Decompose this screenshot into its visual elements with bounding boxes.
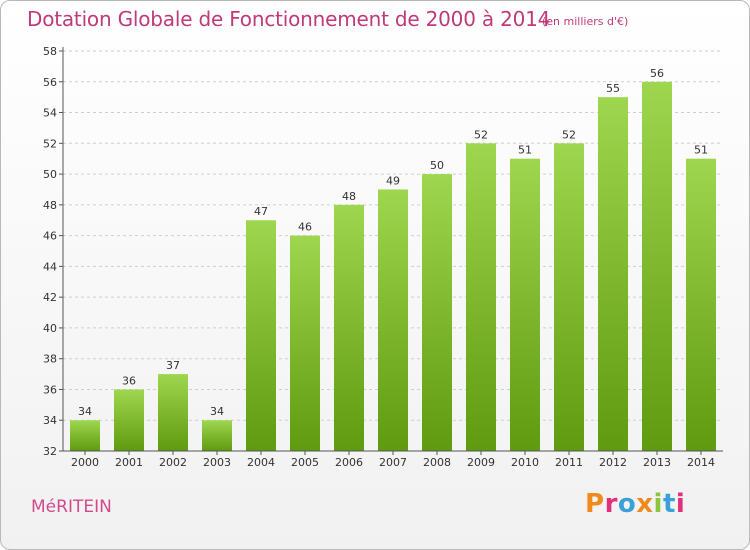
bars (70, 81, 716, 452)
bar (422, 174, 452, 452)
x-tick-label: 2013 (643, 456, 671, 469)
y-tick-label: 32 (43, 445, 57, 458)
bar (114, 389, 144, 451)
x-tick-label: 2000 (71, 456, 99, 469)
bar (554, 143, 584, 452)
data-label: 49 (386, 174, 400, 187)
y-tick-label: 46 (43, 230, 57, 243)
y-tick-label: 40 (43, 322, 57, 335)
y-tick-label: 44 (43, 260, 57, 273)
x-tick-label: 2005 (291, 456, 319, 469)
commune-name: MéRITEIN (31, 497, 112, 517)
bar (378, 189, 408, 451)
bar (70, 420, 100, 451)
logo-letter: r (604, 489, 618, 519)
axes (62, 47, 723, 455)
logo-letter: o (617, 489, 637, 519)
bar (598, 97, 628, 452)
x-tick-label: 2009 (467, 456, 495, 469)
y-axis-tick-labels: 32 34 36 38 40 42 44 46 48 50 52 54 56 58 (43, 45, 57, 458)
unit-note: (en milliers d'€) (542, 15, 629, 28)
data-label: 55 (606, 82, 620, 95)
x-tick-label: 2012 (599, 456, 627, 469)
x-tick-label: 2006 (335, 456, 363, 469)
y-tick-label: 58 (43, 45, 57, 58)
data-label: 52 (474, 128, 488, 141)
bar (334, 204, 364, 451)
x-axis-tick-labels: 2000 2001 2002 2003 2004 2005 2006 2007 2008 2009… (71, 456, 715, 469)
y-tick-label: 36 (43, 383, 57, 396)
bar (510, 158, 540, 451)
data-label: 51 (518, 144, 532, 157)
x-tick-label: 2001 (115, 456, 143, 469)
proxiti-logo[interactable]: Proxiti (585, 489, 685, 519)
x-tick-label: 2004 (247, 456, 275, 469)
data-label: 34 (210, 405, 224, 418)
x-tick-label: 2014 (687, 456, 715, 469)
bar (290, 235, 320, 451)
x-tick-label: 2002 (159, 456, 187, 469)
y-tick-label: 56 (43, 76, 57, 89)
data-label: 37 (166, 359, 180, 372)
logo-letter: i (653, 489, 663, 519)
logo-letter: P (585, 489, 605, 519)
data-label: 48 (342, 190, 356, 203)
y-tick-label: 38 (43, 353, 57, 366)
y-tick-label: 48 (43, 199, 57, 212)
y-tick-label: 42 (43, 291, 57, 304)
data-label: 56 (650, 67, 664, 80)
x-tick-label: 2011 (555, 456, 583, 469)
x-tick-label: 2010 (511, 456, 539, 469)
bar (642, 81, 672, 452)
data-label: 34 (78, 405, 92, 418)
logo-letter: t (662, 489, 676, 519)
data-label: 52 (562, 128, 576, 141)
bar (158, 374, 188, 451)
chart-title: Dotation Globale de Fonctionnement de 20… (27, 7, 551, 31)
logo-letter: x (636, 489, 654, 519)
bar (246, 220, 276, 451)
bar (202, 420, 232, 451)
logo-letter: i (675, 489, 686, 519)
data-label: 51 (694, 144, 708, 157)
x-tick-label: 2008 (423, 456, 451, 469)
y-tick-label: 52 (43, 137, 57, 150)
x-tick-label: 2003 (203, 456, 231, 469)
data-label: 50 (430, 159, 444, 172)
data-label: 47 (254, 205, 268, 218)
data-labels: 34 36 37 34 47 46 48 49 50 52 51 52 55 56 51 (78, 67, 708, 418)
y-tick-label: 50 (43, 168, 57, 181)
x-tick-label: 2007 (379, 456, 407, 469)
y-tick-label: 34 (43, 414, 57, 427)
bar (466, 143, 496, 452)
data-label: 36 (122, 374, 136, 387)
data-label: 46 (298, 221, 312, 234)
bar (686, 158, 716, 451)
y-tick-label: 54 (43, 107, 57, 120)
